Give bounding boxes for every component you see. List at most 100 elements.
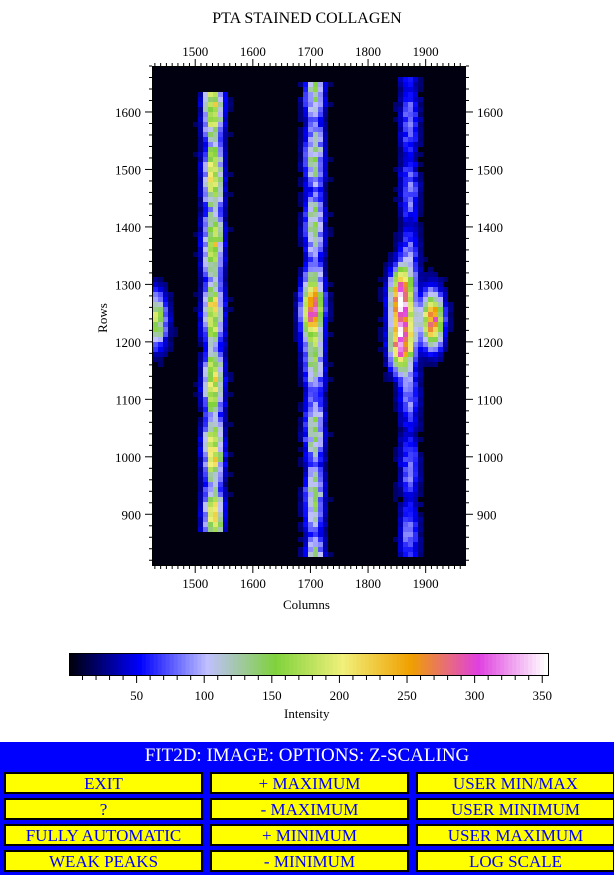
- menu-button-maximum[interactable]: - MAXIMUM: [210, 798, 409, 820]
- heatmap-cell: [223, 172, 228, 177]
- heatmap-cell: [388, 327, 393, 332]
- heatmap-cell: [223, 367, 228, 372]
- menu-button-weak-peaks[interactable]: WEAK PEAKS: [4, 850, 203, 872]
- heatmap-cell: [208, 162, 213, 167]
- heatmap-cell: [213, 97, 218, 102]
- heatmap-cell: [303, 542, 308, 547]
- heatmap-cell: [413, 357, 418, 362]
- menu-button-exit[interactable]: EXIT: [4, 772, 203, 794]
- heatmap-cell: [313, 142, 318, 147]
- heatmap-cell: [308, 392, 313, 397]
- heatmap-cell: [208, 437, 213, 442]
- heatmap-cell: [328, 307, 333, 312]
- heatmap-cell: [388, 362, 393, 367]
- heatmap-cell: [228, 307, 233, 312]
- heatmap-cell: [318, 267, 323, 272]
- heatmap-cell: [223, 492, 228, 497]
- heatmap-cell: [198, 247, 203, 252]
- menu-button-fully-automatic[interactable]: FULLY AUTOMATIC: [4, 824, 203, 846]
- heatmap-cell: [203, 227, 208, 232]
- heatmap-cell: [198, 307, 203, 312]
- heatmap-cell: [223, 137, 228, 142]
- heatmap-cell: [158, 307, 163, 312]
- colorbar-swatch: [468, 654, 473, 675]
- heatmap-cell: [413, 417, 418, 422]
- heatmap-cell: [403, 77, 408, 82]
- heatmap-cell: [228, 492, 233, 497]
- menu-button-minimum[interactable]: - MINIMUM: [210, 850, 409, 872]
- heatmap-cell: [208, 242, 213, 247]
- heatmap-cell: [403, 307, 408, 312]
- heatmap-cell: [433, 307, 438, 312]
- heatmap-cell: [218, 502, 223, 507]
- heatmap-cell: [418, 117, 423, 122]
- menu-button-user-min-max[interactable]: USER MIN/MAX: [416, 772, 614, 794]
- menu-button-help[interactable]: ?: [4, 798, 203, 820]
- heatmap-cell: [323, 142, 328, 147]
- heatmap-cell: [308, 507, 313, 512]
- heatmap-cell: [323, 227, 328, 232]
- heatmap-cell: [413, 327, 418, 332]
- heatmap-cell: [223, 257, 228, 262]
- menu-button-minimum[interactable]: + MINIMUM: [210, 824, 409, 846]
- menu-button-user-maximum[interactable]: USER MAXIMUM: [416, 824, 614, 846]
- menu-button-log-scale[interactable]: LOG SCALE: [416, 850, 614, 872]
- heatmap-cell: [408, 422, 413, 427]
- heatmap-cell: [208, 282, 213, 287]
- colorbar-swatch: [237, 654, 242, 675]
- heatmap-cell: [403, 517, 408, 522]
- heatmap-cell: [398, 217, 403, 222]
- heatmap-cell: [413, 162, 418, 167]
- heatmap-cell: [208, 517, 213, 522]
- heatmap-cell: [153, 312, 158, 317]
- heatmap-cell: [158, 342, 163, 347]
- heatmap-cell: [393, 387, 398, 392]
- heatmap-cell: [313, 392, 318, 397]
- heatmap-cell: [213, 497, 218, 502]
- heatmap-cell: [298, 502, 303, 507]
- heatmap-cell: [398, 317, 403, 322]
- heatmap-cell: [298, 107, 303, 112]
- heatmap-cell: [408, 177, 413, 182]
- intensity-image[interactable]: [152, 66, 466, 566]
- heatmap-cell: [308, 127, 313, 132]
- heatmap-cell: [298, 222, 303, 227]
- heatmap-cell: [418, 247, 423, 252]
- heatmap-cell: [303, 227, 308, 232]
- colorbar-tick-label: 200: [330, 688, 350, 703]
- heatmap-cell: [403, 432, 408, 437]
- heatmap-cell: [213, 362, 218, 367]
- heatmap-cell: [318, 82, 323, 87]
- heatmap-cell: [398, 277, 403, 282]
- heatmap-cell: [203, 517, 208, 522]
- heatmap-cell: [298, 417, 303, 422]
- menu-button-maximum[interactable]: + MAXIMUM: [210, 772, 409, 794]
- heatmap-cell: [163, 347, 168, 352]
- heatmap-cell: [408, 267, 413, 272]
- heatmap-cell: [303, 527, 308, 532]
- heatmap-cell: [398, 462, 403, 467]
- heatmap-cell: [418, 252, 423, 257]
- heatmap-cell: [223, 447, 228, 452]
- heatmap-cell: [308, 322, 313, 327]
- heatmap-cell: [213, 477, 218, 482]
- heatmap-cell: [318, 117, 323, 122]
- colorbar-swatch: [416, 654, 422, 675]
- heatmap-cell: [318, 227, 323, 232]
- heatmap-cell: [308, 397, 313, 402]
- heatmap-cell: [413, 237, 418, 242]
- heatmap-cell: [443, 327, 448, 332]
- heatmap-cell: [308, 112, 313, 117]
- heatmap-cell: [388, 287, 393, 292]
- heatmap-cell: [198, 157, 203, 162]
- heatmap-cell: [203, 232, 208, 237]
- menu-button-user-minimum[interactable]: USER MINIMUM: [416, 798, 614, 820]
- heatmap-cell: [208, 337, 213, 342]
- heatmap-cell: [218, 287, 223, 292]
- heatmap-cell: [218, 332, 223, 337]
- colorbar-swatch: [436, 654, 442, 675]
- heatmap-cell: [418, 172, 423, 177]
- heatmap-cell: [208, 317, 213, 322]
- heatmap-cell: [403, 162, 408, 167]
- heatmap-cell: [318, 102, 323, 107]
